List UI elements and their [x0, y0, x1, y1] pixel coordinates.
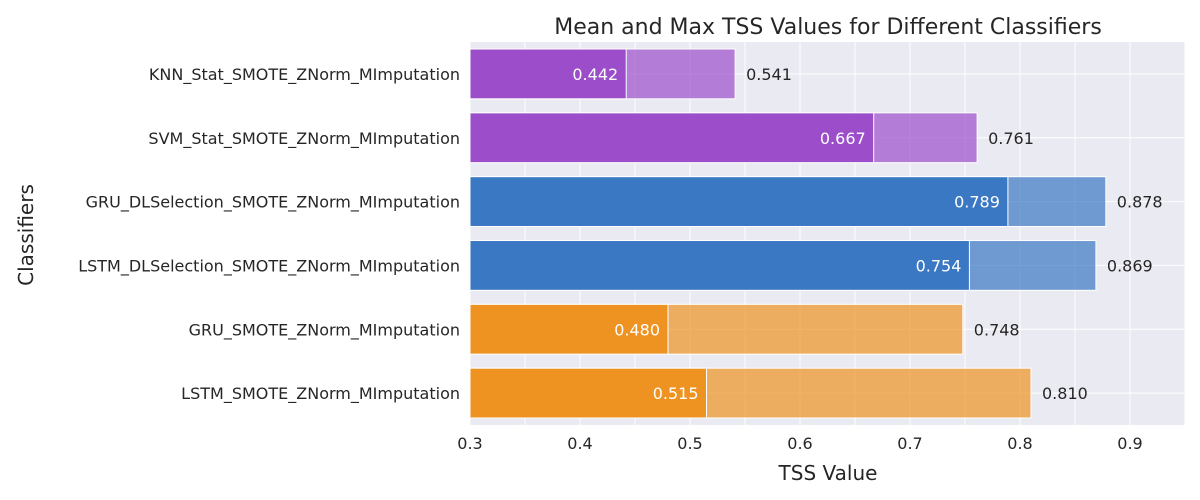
- x-tick-label: 0.7: [897, 434, 922, 453]
- mean-value-label: 0.754: [916, 256, 962, 275]
- mean-value-label: 0.515: [653, 384, 699, 403]
- x-tick-label: 0.9: [1117, 434, 1142, 453]
- y-tick-labels: KNN_Stat_SMOTE_ZNorm_MImputation SVM_Stat…: [78, 65, 460, 404]
- bars: [469, 48, 1107, 419]
- category-label: LSTM_DLSelection_SMOTE_ZNorm_MImputation: [78, 256, 460, 276]
- category-label: GRU_DLSelection_SMOTE_ZNorm_MImputation: [86, 193, 460, 213]
- max-value-label: 0.810: [1042, 384, 1088, 403]
- max-value-label: 0.541: [746, 65, 792, 84]
- x-axis-label: TSS Value: [778, 461, 878, 485]
- mean-bar: [469, 240, 970, 291]
- mean-bar: [469, 48, 627, 100]
- mean-bar: [469, 303, 669, 355]
- max-value-label: 0.878: [1117, 193, 1163, 212]
- x-tick-label: 0.3: [457, 434, 482, 453]
- mean-value-label: 0.442: [572, 65, 618, 84]
- mean-bar: [469, 367, 707, 419]
- category-label: GRU_SMOTE_ZNorm_MImputation: [189, 320, 460, 340]
- mean-value-label: 0.480: [614, 320, 660, 339]
- y-axis-label: Classifiers: [14, 184, 38, 286]
- chart-title: Mean and Max TSS Values for Different Cl…: [554, 15, 1102, 40]
- x-tick-labels: 0.3 0.4 0.5 0.6 0.7 0.8 0.9: [457, 434, 1142, 453]
- x-tick-label: 0.6: [787, 434, 812, 453]
- x-tick-label: 0.4: [567, 434, 592, 453]
- x-tick-label: 0.5: [677, 434, 702, 453]
- mean-value-label: 0.789: [954, 193, 1000, 212]
- mean-bar: [469, 176, 1009, 227]
- mean-bar: [469, 112, 875, 164]
- category-label: LSTM_SMOTE_ZNorm_MImputation: [181, 384, 460, 404]
- max-value-label: 0.748: [974, 320, 1020, 339]
- x-tick-label: 0.8: [1007, 434, 1032, 453]
- mean-value-label: 0.667: [820, 129, 866, 148]
- max-value-label: 0.869: [1107, 256, 1153, 275]
- plot-area: [470, 42, 1185, 425]
- category-label: KNN_Stat_SMOTE_ZNorm_MImputation: [149, 65, 460, 85]
- data-labels: 0.442 0.541 0.667 0.761 0.789 0.878 0.754 0.869…: [572, 65, 1162, 403]
- category-label: SVM_Stat_SMOTE_ZNorm_MImputation: [148, 129, 460, 149]
- max-value-label: 0.761: [988, 129, 1034, 148]
